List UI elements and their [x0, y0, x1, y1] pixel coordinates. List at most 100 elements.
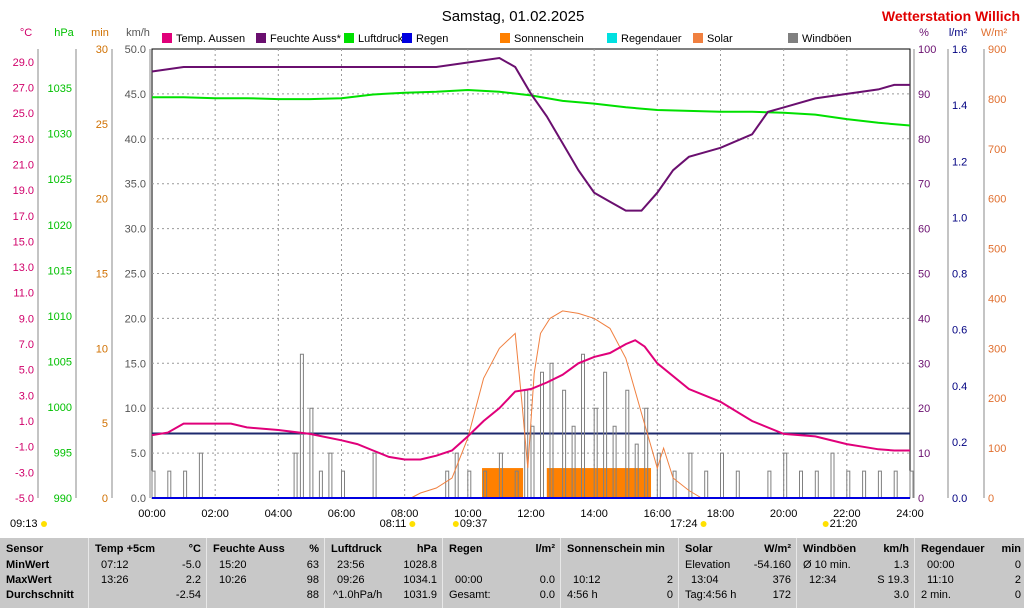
pressure-tick-label: 1025 — [48, 174, 72, 186]
solar-tick-label: 700 — [988, 144, 1006, 156]
minutes-tick-label: 10 — [96, 343, 108, 355]
weather-chart: 00:00 02:00 04:00 06:00 08:00 10:00 12:00 14:00… — [10, 8, 1020, 530]
rain-tick-label: 0.6 — [952, 325, 967, 337]
temp-tick-label: 29.0 — [13, 57, 34, 69]
temp-max-time: 13:26 — [101, 574, 129, 586]
solar-elevation-label: Elevation — [685, 559, 731, 571]
pressure-tick-label: 990 — [54, 493, 72, 505]
minutes-tick-label: 0 — [102, 493, 108, 505]
legend-swatch — [162, 33, 172, 43]
x-tick-label: 06:00 — [328, 508, 356, 520]
humidity-header: Feuchte Auss — [213, 543, 285, 555]
solar-tick-label: 600 — [988, 194, 1006, 206]
solar-unit-label: W/m² — [981, 27, 1008, 39]
wind-tick-label: 40.0 — [125, 134, 146, 146]
wind-tick-label: 35.0 — [125, 179, 146, 191]
temp-tick-label: -3.0 — [15, 467, 34, 479]
wind-max-value: S 19.3 — [877, 574, 909, 586]
temp-tick-label: 23.0 — [13, 134, 34, 146]
wind-tick-label: 45.0 — [125, 89, 146, 101]
rain-header: Regen — [449, 543, 483, 555]
pressure-unit-label: hPa — [54, 27, 74, 39]
minutes-tick-label: 15 — [96, 269, 108, 281]
pressure-tick-label: 1035 — [48, 83, 72, 95]
temp-min-time: 07:12 — [101, 559, 129, 571]
wind-tick-label: 25.0 — [125, 269, 146, 281]
temp-tick-label: -1.0 — [15, 442, 34, 454]
wind-tick-label: 15.0 — [125, 358, 146, 370]
raindur-unit: min — [1001, 543, 1021, 555]
minutes-tick-label: 20 — [96, 194, 108, 206]
summary-pressure: Luftdruck hPa 23:56 1028.8 09:26 1034.1 ^1.… — [324, 538, 441, 608]
wind-avg10-label: Ø 10 min. — [803, 559, 851, 571]
solar-max-time: 13:04 — [691, 574, 719, 586]
station-name: Wetterstation Willich — [882, 8, 1020, 24]
x-tick-label: 10:00 — [454, 508, 482, 520]
solar-max-value: 376 — [772, 574, 791, 586]
legend-swatch — [788, 33, 798, 43]
pressure-tick-label: 1020 — [48, 220, 72, 232]
sunshine-header: Sonnenschein min — [567, 543, 665, 555]
pressure-tick-label: 1000 — [48, 402, 72, 414]
humidity-tick-label: 80 — [918, 134, 930, 146]
temp-unit: °C — [188, 543, 201, 555]
legend-label: Sonnenschein — [514, 33, 584, 45]
rain-tick-label: 1.6 — [952, 44, 967, 56]
raindur-max-value: 2 — [1014, 574, 1021, 586]
temperature-series — [151, 339, 910, 461]
temp-tick-label: 21.0 — [13, 159, 34, 171]
summary-solar: Solar W/m² Elevation -54.160 13:04 376 Tag:… — [678, 538, 795, 608]
wind-header: Windböen — [803, 543, 857, 555]
minutes-unit-label: min — [91, 27, 109, 39]
time-mark: 09:37 — [460, 518, 488, 530]
wind-unit: km/h — [883, 543, 909, 555]
temp-tick-label: 27.0 — [13, 82, 34, 94]
humidity-tick-label: 0 — [918, 493, 924, 505]
solar-tick-label: 800 — [988, 94, 1006, 106]
wind-tick-label: 10.0 — [125, 403, 146, 415]
summary-table: Sensor MinWert MaxWert Durchschnitt Temp… — [0, 538, 1024, 608]
legend-swatch — [344, 33, 354, 43]
x-tick-label: 04:00 — [265, 508, 293, 520]
summary-sensor-header: Sensor — [6, 543, 44, 555]
time-mark: 17:24 — [670, 518, 698, 530]
legend-label: Temp. Aussen — [176, 33, 245, 45]
row-max-label: MaxWert — [6, 574, 52, 586]
wind-unit-label: km/h — [126, 27, 150, 39]
legend-swatch — [256, 33, 266, 43]
x-tick-label: 20:00 — [770, 508, 798, 520]
temp-tick-label: 17.0 — [13, 211, 34, 223]
temp-tick-label: 7.0 — [19, 339, 34, 351]
pressure-max-time: 09:26 — [337, 574, 365, 586]
solar-series — [410, 310, 702, 499]
solar-tick-label: 200 — [988, 393, 1006, 405]
temp-tick-label: 3.0 — [19, 390, 34, 402]
sunshine-max-value: 2 — [666, 574, 673, 586]
rain-total-label: Gesamt: — [449, 589, 491, 601]
solar-day-label: Tag:4:56 h — [685, 589, 737, 601]
legend-label: Solar — [707, 33, 733, 45]
time-mark: 09:13 — [10, 518, 38, 530]
sun-marker-icon — [41, 521, 47, 527]
temp-tick-label: 15.0 — [13, 236, 34, 248]
pressure-min-value: 1028.8 — [403, 559, 437, 571]
sunshine-total-value: 0 — [666, 589, 673, 601]
legend-label: Regendauer — [621, 33, 682, 45]
legend-swatch — [693, 33, 703, 43]
pressure-tick-label: 1005 — [48, 356, 72, 368]
legend-swatch — [607, 33, 617, 43]
humidity-max-time: 10:26 — [219, 574, 247, 586]
pressure-avg-value: 1031.9 — [403, 589, 437, 601]
humidity-min-time: 15:20 — [219, 559, 247, 571]
raindur-min-time: 00:00 — [927, 559, 955, 571]
solar-tick-label: 300 — [988, 343, 1006, 355]
humidity-tick-label: 20 — [918, 403, 930, 415]
pressure-tick-label: 995 — [54, 447, 72, 459]
solar-tick-label: 900 — [988, 44, 1006, 56]
rain-tick-label: 1.2 — [952, 156, 967, 168]
rain-tick-label: 0.0 — [952, 493, 967, 505]
humidity-tick-label: 70 — [918, 179, 930, 191]
x-tick-label: 18:00 — [707, 508, 735, 520]
humidity-tick-label: 40 — [918, 313, 930, 325]
wind-tick-label: 30.0 — [125, 224, 146, 236]
